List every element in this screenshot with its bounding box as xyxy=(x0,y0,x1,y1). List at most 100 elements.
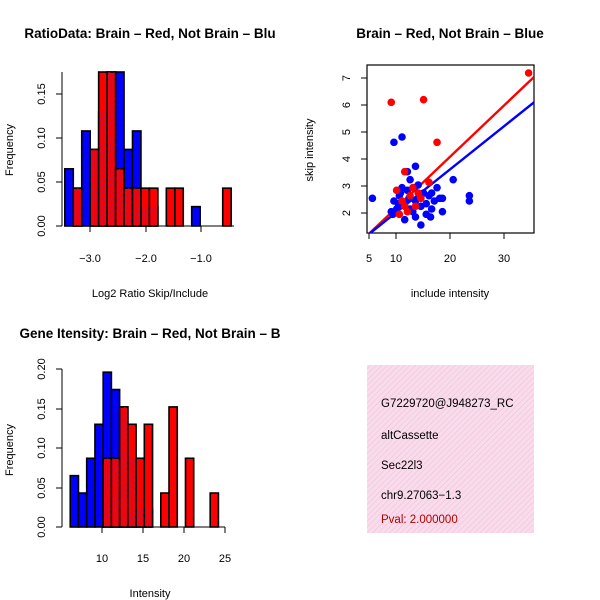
intensity-x-tick-label: 25 xyxy=(219,553,231,565)
scatter-point-not-brain xyxy=(427,189,436,197)
ratio-y-ticks: 0.00 0.05 0.10 0.15 xyxy=(36,83,62,237)
scatter-point-brain xyxy=(524,69,533,77)
scatter-point-brain xyxy=(387,98,396,107)
scatter-point-not-brain xyxy=(438,207,447,216)
ratio-bar-overlap xyxy=(125,188,132,226)
ratio-y-tick-label: 0.10 xyxy=(36,127,48,148)
scatter-plot-frame xyxy=(366,64,535,234)
scatter-x-tick-label: 5 xyxy=(366,253,372,265)
scatter-title: Brain – Red, Not Brain – Blue xyxy=(356,26,544,41)
scatter-point-brain xyxy=(395,210,404,219)
scatter-y-tick-label: 6 xyxy=(341,102,353,108)
intensity-bar-overlap xyxy=(104,458,111,527)
intensity-x-axis-label: Intensity xyxy=(130,588,171,600)
ratio-bar-overlap xyxy=(116,168,124,226)
scatter-point-not-brain xyxy=(417,221,425,229)
intensity-bar-brain xyxy=(159,492,170,528)
intensity-histogram-title: Gene Itensity: Brain – Red, Not Brain – … xyxy=(19,326,280,341)
intensity-bar-not-brain xyxy=(85,457,96,528)
ratio-x-tick-label: −2.0 xyxy=(135,253,157,265)
ratio-y-tick-label: 0.00 xyxy=(36,215,48,236)
scatter-y-ticks: 2 3 4 5 6 7 xyxy=(341,75,367,216)
scatter-x-tick-label: 20 xyxy=(444,253,456,265)
intensity-y-tick-label: 0.20 xyxy=(36,358,48,379)
scatter-x-ticks: 5 10 20 30 xyxy=(366,233,510,265)
scatter-point-brain xyxy=(411,202,420,211)
scatter-point-brain xyxy=(419,95,428,104)
scatter-y-tick-label: 4 xyxy=(341,156,353,162)
intensity-bar-overlap xyxy=(112,458,119,527)
intensity-y-tick-label: 0.15 xyxy=(36,398,48,419)
intensity-bar-not-brain xyxy=(94,423,104,528)
ratio-bar-brain xyxy=(221,187,232,227)
intensity-scatter-panel: Brain – Red, Not Brain – Blue 5 10 20 30… xyxy=(304,26,544,300)
scatter-point-brain xyxy=(433,138,441,147)
ratio-bar-not-brain xyxy=(190,205,201,227)
scatter-point-brain xyxy=(400,167,409,176)
ratio-bar-overlap xyxy=(91,149,98,226)
scatter-point-brain xyxy=(392,186,401,195)
scatter-point-not-brain xyxy=(389,210,397,219)
intensity-bar-not-brain xyxy=(69,474,80,528)
scatter-y-axis-label: skip intensity xyxy=(304,118,316,181)
scatter-x-axis-label: include intensity xyxy=(411,288,490,300)
scatter-point-brain xyxy=(400,202,409,211)
ratio-histogram-bars xyxy=(64,71,232,227)
ratio-bar-overlap xyxy=(108,72,115,226)
event-type-text: altCassette xyxy=(381,430,439,442)
intensity-y-tick-label: 0.10 xyxy=(36,437,48,458)
intensity-x-tick-label: 15 xyxy=(137,553,149,565)
scatter-point-not-brain xyxy=(427,205,436,213)
scatter-point-not-brain xyxy=(422,199,431,208)
ratio-y-axis-label: Frequency xyxy=(4,124,16,176)
intensity-y-tick-label: 0.00 xyxy=(36,516,48,537)
intensity-bar-overlap xyxy=(137,509,144,527)
pval-text: Pval: 2.000000 xyxy=(381,514,458,526)
gene-id-text: G7229720@J948273_RC xyxy=(381,398,514,410)
ratio-x-tick-label: −3.0 xyxy=(79,253,101,265)
scatter-point-brain xyxy=(406,191,414,200)
ratio-y-tick-label: 0.05 xyxy=(36,171,48,192)
intensity-bar-brain xyxy=(168,406,179,528)
gene-symbol-text: Sec22l3 xyxy=(381,460,423,472)
ratio-bar-overlap xyxy=(74,188,81,226)
scatter-point-not-brain xyxy=(368,194,377,203)
ratio-x-tick-label: −1.0 xyxy=(190,253,212,265)
scatter-point-not-brain xyxy=(465,197,474,205)
intensity-y-ticks: 0.00 0.05 0.10 0.15 0.20 xyxy=(36,358,62,538)
scatter-point-brain xyxy=(408,183,417,192)
ratio-bar-brain xyxy=(165,187,176,227)
intensity-x-tick-label: 10 xyxy=(96,553,108,565)
ratio-bar-not-brain xyxy=(80,130,91,227)
intensity-histogram-panel: Gene Itensity: Brain – Red, Not Brain – … xyxy=(4,326,281,600)
scatter-point-not-brain xyxy=(433,183,441,192)
scatter-point-brain xyxy=(414,189,422,197)
scatter-y-tick-label: 3 xyxy=(341,183,353,189)
intensity-y-axis-label: Frequency xyxy=(4,424,16,476)
scatter-point-not-brain xyxy=(426,213,435,221)
scatter-x-tick-label: 10 xyxy=(390,253,402,265)
ratio-bar-overlap xyxy=(99,111,107,226)
scatter-y-tick-label: 2 xyxy=(341,210,353,216)
scatter-point-not-brain xyxy=(400,215,409,224)
intensity-histogram-bars xyxy=(69,371,220,528)
ratio-histogram-title: RatioData: Brain – Red, Not Brain – Blu xyxy=(24,26,275,41)
scatter-point-not-brain xyxy=(390,138,398,147)
scatter-x-tick-label: 30 xyxy=(498,253,510,265)
ratio-x-ticks: −3.0 −2.0 −1.0 xyxy=(79,226,212,265)
intensity-bar-not-brain xyxy=(77,492,88,528)
ratio-y-tick-label: 0.15 xyxy=(36,83,48,104)
intensity-x-ticks: 10 15 20 25 xyxy=(96,527,231,565)
gene-info-box xyxy=(367,365,534,533)
intensity-bar-overlap xyxy=(120,406,127,527)
ratio-histogram-panel: RatioData: Brain – Red, Not Brain – Blu … xyxy=(4,26,276,300)
intensity-bar-brain xyxy=(209,492,220,528)
ratio-x-axis-label: Log2 Ratio Skip/Include xyxy=(92,288,208,300)
ratio-bar-brain xyxy=(173,187,185,227)
scatter-point-not-brain xyxy=(411,213,420,221)
intensity-bar-overlap xyxy=(145,509,152,527)
scatter-point-not-brain xyxy=(465,191,474,200)
scatter-point-not-brain xyxy=(398,133,406,141)
scatter-y-tick-label: 5 xyxy=(341,129,353,135)
